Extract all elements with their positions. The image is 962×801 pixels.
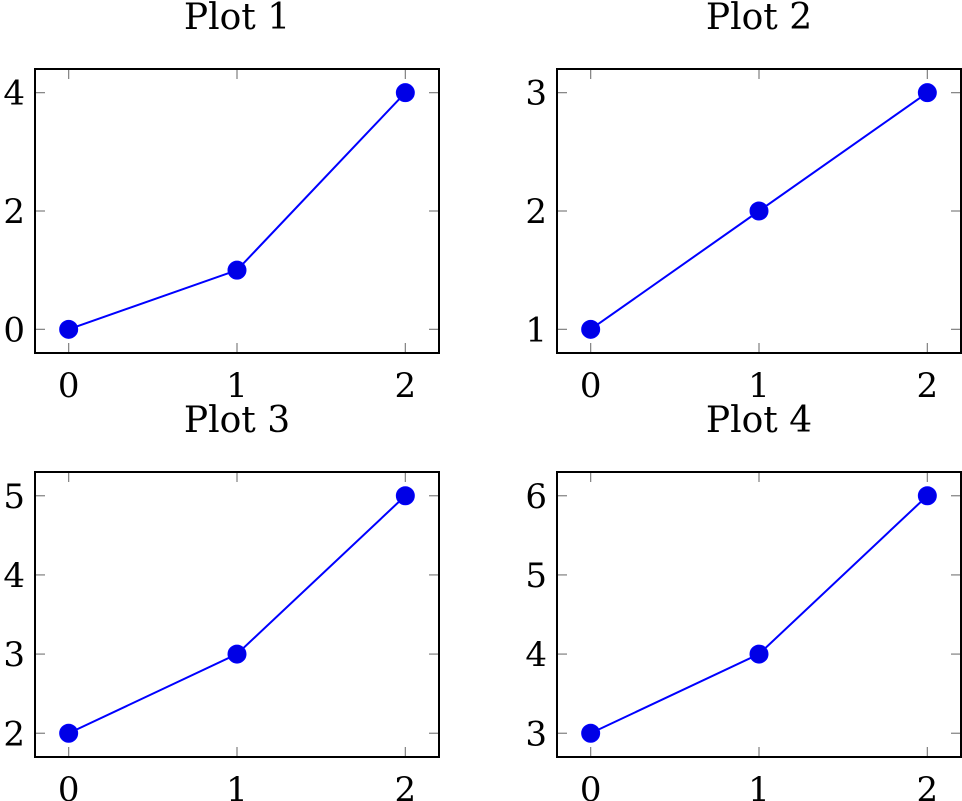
y-tick-label: 5 xyxy=(525,556,547,596)
data-point xyxy=(227,644,247,664)
y-tick-label: 4 xyxy=(525,635,547,675)
data-point xyxy=(749,644,769,664)
y-tick-label: 1 xyxy=(525,310,547,350)
axis-frame xyxy=(34,68,440,354)
y-tick-label: 6 xyxy=(525,477,547,517)
x-tick-label: 0 xyxy=(580,366,602,406)
series-line xyxy=(68,91,407,331)
data-point xyxy=(59,723,79,743)
axis-frame xyxy=(556,68,962,354)
plot-title: Plot 4 xyxy=(706,400,812,441)
y-tick-label: 2 xyxy=(3,714,25,754)
x-tick-label: 2 xyxy=(917,770,939,801)
y-tick-label: 4 xyxy=(3,556,25,596)
x-tick-label: 1 xyxy=(748,366,770,406)
series-line xyxy=(68,495,407,735)
x-tick-label: 2 xyxy=(917,366,939,406)
y-tick-label: 2 xyxy=(525,192,547,232)
y-tick-label: 4 xyxy=(3,74,25,114)
x-tick-label: 2 xyxy=(395,366,417,406)
axis-frame xyxy=(556,471,962,758)
data-point xyxy=(581,723,601,743)
series-line xyxy=(590,495,929,735)
plot-panel-3: Plot 3 0 1 2 2 3 4 5 xyxy=(3,400,440,801)
y-tick-label: 2 xyxy=(3,192,25,232)
data-point xyxy=(395,83,415,103)
plot-title: Plot 2 xyxy=(706,0,812,38)
data-point xyxy=(749,201,769,221)
data-point xyxy=(395,486,415,506)
x-tick-label: 0 xyxy=(58,770,80,801)
y-tick-label: 3 xyxy=(525,714,547,754)
x-tick-label: 2 xyxy=(395,770,417,801)
axis-frame xyxy=(34,471,440,758)
plot-title: Plot 1 xyxy=(184,0,290,38)
x-tick-label: 0 xyxy=(580,770,602,801)
x-tick-label: 1 xyxy=(226,770,248,801)
x-tick-label: 1 xyxy=(226,366,248,406)
plot-title: Plot 3 xyxy=(184,400,290,441)
data-point xyxy=(227,260,247,280)
x-tick-label: 1 xyxy=(748,770,770,801)
y-tick-label: 3 xyxy=(3,635,25,675)
y-tick-label: 0 xyxy=(3,310,25,350)
data-point xyxy=(917,486,937,506)
x-tick-label: 0 xyxy=(58,366,80,406)
plot-panel-1: Plot 1 0 1 2 0 2 4 xyxy=(3,0,440,406)
data-point xyxy=(59,319,79,339)
data-point xyxy=(581,319,601,339)
y-tick-label: 5 xyxy=(3,477,25,517)
data-point xyxy=(917,83,937,103)
plot-panel-4: Plot 4 0 1 2 3 4 5 6 xyxy=(525,400,962,801)
y-tick-label: 3 xyxy=(525,74,547,114)
